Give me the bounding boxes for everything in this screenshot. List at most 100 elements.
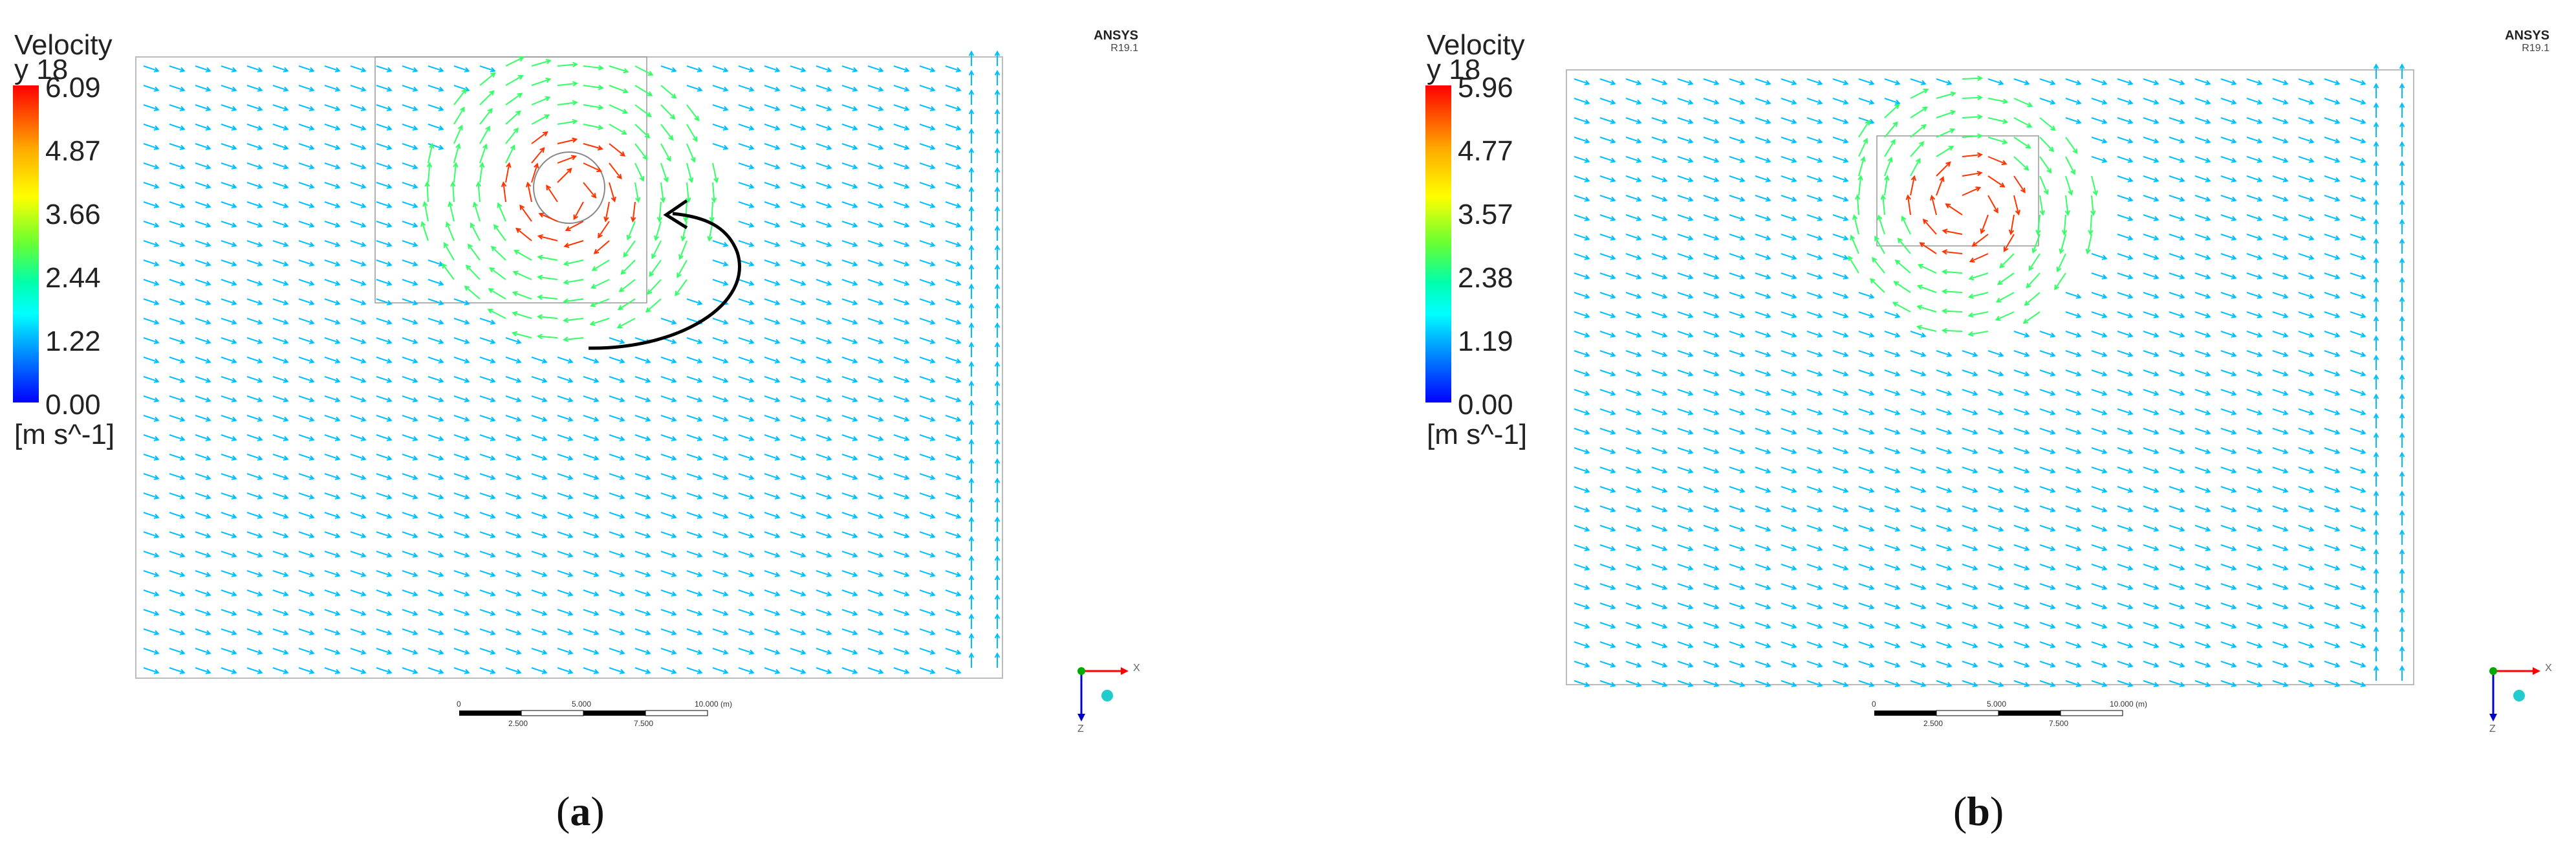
velocity-arrow: [1936, 350, 1952, 357]
velocity-arrowhead: [2282, 429, 2289, 435]
velocity-arrow: [738, 65, 754, 72]
velocity-arrowhead: [513, 127, 519, 133]
velocity-arrowhead: [1892, 121, 1898, 127]
legend-tick: 2.38: [1458, 262, 1513, 294]
velocity-arrow: [453, 628, 470, 635]
velocity-arrowhead: [2075, 332, 2082, 338]
velocity-arrowhead: [645, 649, 651, 655]
velocity-arrowhead: [1610, 177, 1616, 182]
velocity-arrowhead: [1661, 157, 1668, 163]
velocity-arrowhead: [1765, 429, 1771, 435]
velocity-arrowhead: [2024, 681, 2030, 687]
velocity-arrowhead: [2231, 584, 2237, 590]
legend-unit: [m s^-1]: [14, 419, 115, 450]
velocity-arrow: [1703, 622, 1719, 628]
velocity-arrow: [841, 143, 858, 149]
velocity-arrowhead: [1939, 175, 1945, 182]
velocity-arrow: [2350, 117, 2366, 124]
velocity-arrowhead: [994, 613, 1001, 619]
velocity-arrow: [609, 65, 628, 72]
velocity-arrow: [1931, 195, 1937, 215]
velocity-arrowhead: [2399, 606, 2405, 613]
velocity-arrowhead: [2231, 681, 2237, 687]
velocity-arrow: [583, 570, 599, 577]
velocity-arrowhead: [955, 183, 962, 189]
velocity-arrow: [2194, 156, 2211, 162]
velocity-arrow: [169, 434, 185, 441]
velocity-arrow: [2169, 641, 2185, 648]
velocity-arrow: [1910, 350, 1926, 357]
velocity-arrow: [841, 590, 858, 596]
velocity-arrowhead: [878, 494, 884, 500]
velocity-arrowhead: [2373, 102, 2379, 108]
velocity-arrowhead: [2205, 332, 2211, 338]
velocity-arrow: [2272, 602, 2288, 609]
velocity-arrowhead: [593, 397, 600, 402]
velocity-arrow: [2194, 525, 2211, 531]
velocity-arrow: [1858, 292, 1874, 298]
velocity-arrow: [2039, 544, 2055, 551]
velocity-arrow: [2091, 583, 2107, 590]
velocity-arrow: [609, 434, 625, 441]
velocity-arrow: [2350, 525, 2366, 531]
velocity-arrow: [428, 570, 444, 577]
velocity-arrow: [1780, 331, 1797, 337]
velocity-arrowhead: [153, 513, 160, 519]
velocity-arrow: [272, 531, 288, 538]
velocity-arrowhead: [929, 533, 936, 538]
velocity-arrowhead: [2024, 507, 2030, 513]
velocity-arrowhead: [257, 649, 263, 655]
velocity-arrowhead: [671, 630, 677, 635]
velocity-arrow: [945, 357, 961, 363]
velocity-arrow: [893, 357, 909, 363]
velocity-arrowhead: [2399, 102, 2405, 108]
velocity-arrowhead: [2360, 313, 2366, 318]
velocity-arrowhead: [878, 358, 884, 364]
velocity-arrowhead: [231, 610, 237, 616]
velocity-arrowhead: [470, 222, 475, 228]
velocity-arrowhead: [955, 144, 962, 150]
velocity-arrowhead: [692, 136, 698, 142]
velocity-arrowhead: [1946, 468, 1953, 474]
velocity-arrowhead: [1739, 507, 1746, 513]
velocity-arrowhead: [1713, 565, 1720, 571]
velocity-arrowhead: [1977, 114, 1984, 120]
velocity-arrow: [1625, 117, 1641, 124]
velocity-arrow: [738, 454, 754, 460]
velocity-arrow: [1832, 311, 1848, 318]
velocity-arrow: [195, 492, 211, 499]
velocity-arrow: [686, 531, 702, 538]
velocity-arrow: [376, 259, 392, 266]
velocity-arrowhead: [1791, 157, 1797, 163]
velocity-arrow: [1858, 138, 1868, 157]
velocity-arrowhead: [1817, 390, 1823, 396]
velocity-arrowhead: [153, 67, 160, 72]
velocity-arrowhead: [968, 322, 975, 328]
velocity-arrowhead: [438, 571, 444, 577]
velocity-arrowhead: [929, 203, 936, 208]
velocity-arrowhead: [647, 91, 653, 96]
velocity-arrowhead: [412, 436, 418, 441]
velocity-arrow: [660, 570, 676, 577]
velocity-arrowhead: [1713, 526, 1720, 532]
velocity-arrow: [557, 492, 573, 499]
scale-bar: [1874, 710, 2123, 716]
velocity-arrowhead: [257, 377, 263, 383]
velocity-arrow: [2272, 253, 2288, 259]
velocity-arrowhead: [1817, 99, 1823, 105]
velocity-arrowhead: [619, 494, 625, 500]
velocity-arrow: [867, 454, 883, 460]
velocity-arrow: [2298, 564, 2314, 570]
velocity-arrowhead: [1920, 487, 1927, 493]
velocity-arrowhead: [1843, 429, 1849, 435]
velocity-arrow: [1780, 369, 1797, 376]
velocity-arrow: [1574, 195, 1590, 201]
velocity-arrow: [1677, 680, 1693, 687]
velocity-arrowhead: [645, 591, 651, 597]
velocity-arrow: [143, 415, 159, 421]
velocity-arrowhead: [2308, 157, 2315, 163]
velocity-arrowhead: [1687, 546, 1694, 551]
velocity-arrowhead: [2360, 526, 2366, 532]
velocity-arrow: [712, 337, 728, 344]
velocity-arrowhead: [852, 455, 858, 461]
